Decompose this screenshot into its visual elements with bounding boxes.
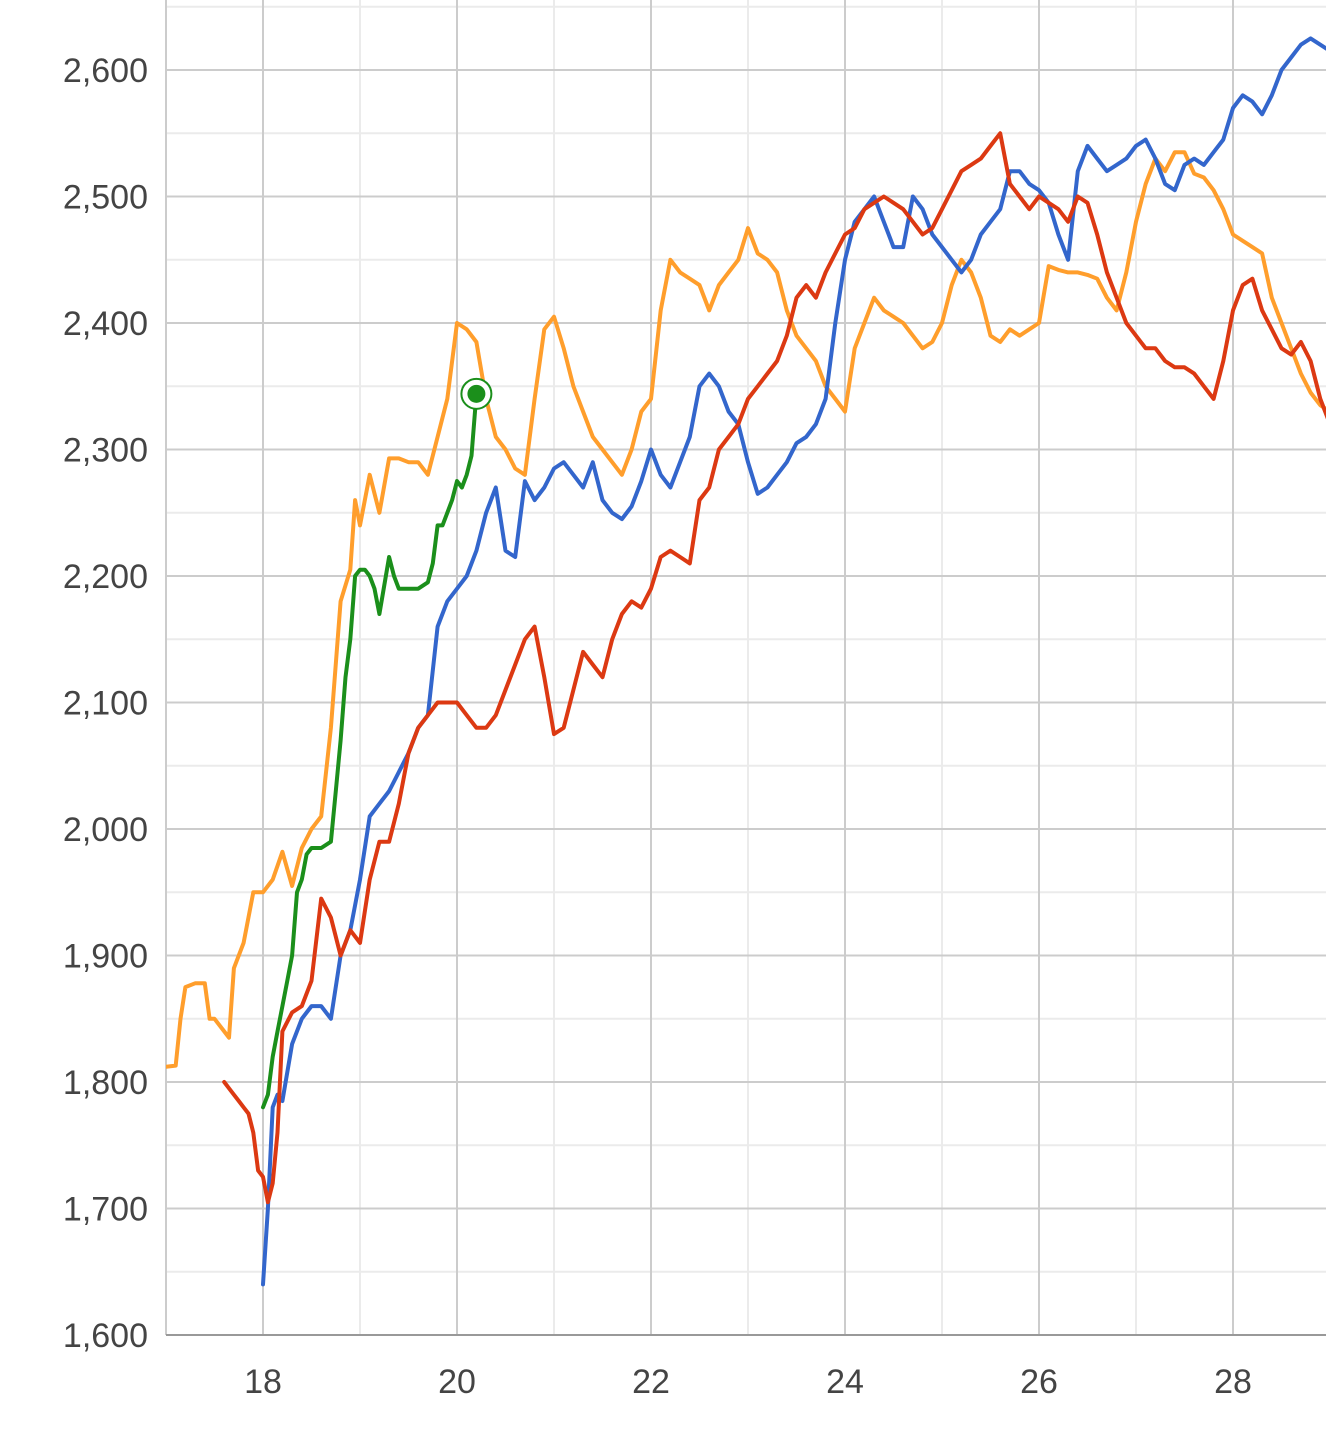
y-tick-label: 2,500 [63, 179, 148, 217]
highlight-point-dot[interactable] [467, 384, 486, 403]
major-gridlines [166, 0, 1326, 1335]
y-tick-label: 1,800 [63, 1064, 148, 1102]
x-tick-label: 22 [632, 1363, 670, 1401]
x-tick-label: 28 [1214, 1363, 1252, 1401]
y-tick-label: 2,300 [63, 432, 148, 470]
y-tick-label: 1,600 [63, 1317, 148, 1355]
series-line-1 [166, 150, 1326, 1069]
y-tick-label: 2,200 [63, 558, 148, 596]
series-layer [166, 36, 1326, 1287]
y-tick-label: 1,700 [63, 1191, 148, 1229]
series-line-2 [261, 391, 479, 1110]
y-tick-label: 2,600 [63, 52, 148, 90]
marker-layer [460, 377, 493, 410]
series-line-3 [261, 36, 1326, 1287]
y-tick-label: 2,100 [63, 685, 148, 723]
x-tick-label: 24 [826, 1363, 864, 1401]
x-tick-label: 26 [1020, 1363, 1058, 1401]
minor-gridlines [165, 0, 1326, 1335]
x-axis: 18 20 22 24 26 28 [166, 1334, 1326, 1401]
y-tick-label: 2,400 [63, 305, 148, 343]
x-tick-label: 18 [244, 1363, 282, 1401]
y-axis: 1,600 1,700 1,800 1,900 2,000 2,100 2,200 2,300… [63, 0, 167, 1355]
x-tick-label: 20 [438, 1363, 476, 1401]
y-tick-label: 1,900 [63, 938, 148, 976]
series-line-4 [222, 131, 1326, 1205]
y-tick-label: 2,000 [63, 811, 148, 849]
